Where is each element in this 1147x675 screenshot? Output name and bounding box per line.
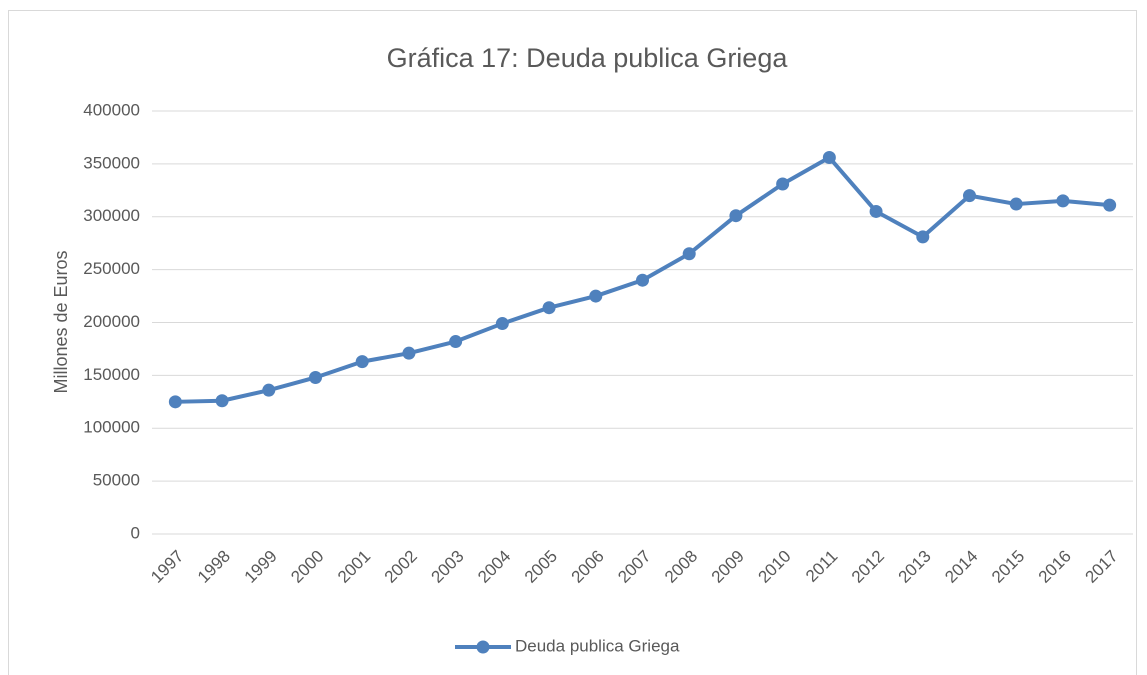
y-tick-label: 50000 — [93, 471, 140, 490]
marker — [309, 370, 322, 384]
marker — [682, 247, 696, 261]
legend-marker — [476, 640, 490, 654]
y-tick-label: 100000 — [83, 418, 140, 437]
chart-border — [8, 10, 1137, 675]
y-tick-label: 0 — [131, 523, 140, 542]
legend-label: Deuda publica Griega — [515, 636, 680, 655]
marker — [822, 151, 836, 165]
marker — [215, 394, 229, 408]
marker — [1056, 194, 1070, 208]
y-tick-label: 350000 — [83, 153, 140, 172]
marker — [729, 209, 743, 223]
chart-title: Gráfica 17: Deuda publica Griega — [387, 43, 789, 73]
marker — [355, 355, 369, 369]
y-tick-label: 200000 — [83, 312, 140, 331]
y-axis-label: Millones de Euros — [51, 250, 71, 393]
y-tick-label: 300000 — [83, 206, 140, 225]
marker — [589, 289, 603, 303]
marker — [916, 230, 930, 244]
marker — [776, 177, 790, 191]
marker — [449, 335, 463, 349]
marker — [636, 273, 649, 287]
marker — [262, 383, 276, 397]
marker — [495, 317, 509, 331]
y-tick-label: 400000 — [83, 100, 140, 119]
marker — [168, 395, 182, 409]
marker — [1103, 198, 1117, 212]
y-tick-label: 150000 — [83, 365, 140, 384]
marker — [963, 189, 976, 203]
y-tick-label: 250000 — [83, 259, 140, 278]
marker — [402, 346, 416, 360]
marker — [1009, 197, 1023, 211]
marker — [542, 301, 556, 315]
marker — [869, 204, 883, 218]
